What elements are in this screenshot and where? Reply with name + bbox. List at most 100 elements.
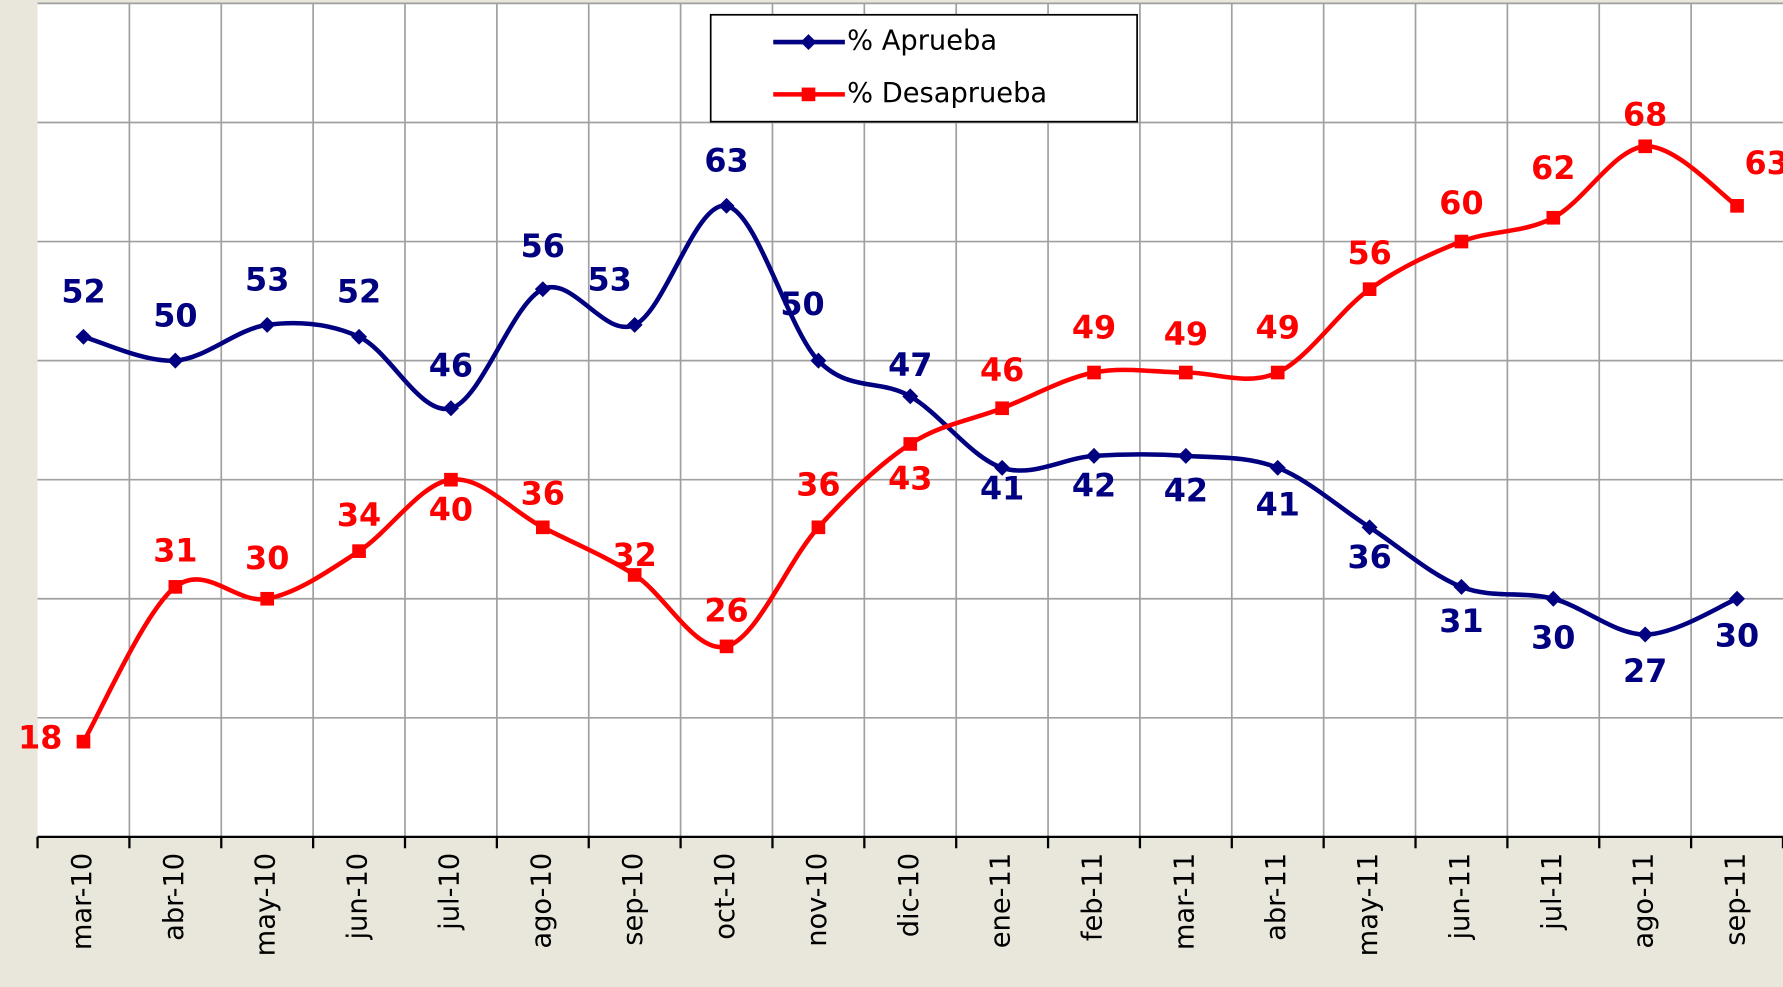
marker-square (627, 568, 642, 582)
data-label: 42 (1072, 467, 1116, 505)
data-label: 46 (980, 351, 1024, 389)
marker-square (801, 87, 816, 102)
marker-diamond (1637, 626, 1654, 643)
marker-diamond (1545, 590, 1562, 607)
marker-square (1546, 210, 1561, 225)
data-label: 30 (245, 539, 289, 577)
marker-diamond (167, 352, 184, 369)
data-label: 60 (1439, 184, 1483, 222)
legend-label: % Desaprueba (847, 78, 1047, 109)
data-label: 41 (980, 470, 1024, 508)
marker-diamond (1361, 519, 1378, 536)
x-tick-label: may-10 (251, 853, 282, 957)
marker-square (903, 437, 918, 451)
data-label: 41 (1256, 485, 1300, 523)
data-label: 49 (1072, 308, 1116, 346)
data-label: 49 (1164, 315, 1208, 353)
marker-square (719, 639, 734, 654)
marker-square (76, 734, 91, 749)
x-tick-label: feb-11 (1077, 853, 1108, 941)
x-tick-label: jun-10 (343, 853, 374, 941)
marker-diamond (718, 197, 735, 214)
marker-square (1087, 365, 1101, 380)
data-label: 63 (1744, 144, 1783, 182)
marker-diamond (442, 400, 459, 417)
marker-square (995, 401, 1009, 416)
x-tick-label: abr-10 (159, 853, 190, 941)
data-label: 40 (429, 491, 473, 529)
x-tick-label: mar-10 (67, 853, 98, 950)
data-label: 53 (245, 261, 289, 299)
data-label: 27 (1623, 652, 1667, 690)
marker-square (1730, 199, 1744, 213)
marker-diamond (1729, 590, 1746, 607)
x-tick-label: nov-10 (802, 853, 833, 947)
data-label: 30 (1715, 616, 1759, 654)
data-label: 52 (337, 273, 381, 311)
data-label: 36 (796, 465, 840, 503)
marker-diamond (1177, 447, 1194, 464)
data-label: 32 (613, 536, 657, 574)
marker-square (352, 544, 366, 558)
data-label: 68 (1623, 96, 1667, 134)
marker-diamond (902, 388, 919, 405)
data-label: 47 (888, 346, 932, 384)
marker-diamond (626, 316, 643, 333)
marker-diamond (1269, 459, 1286, 476)
marker-square (1638, 139, 1653, 154)
x-tick-label: oct-10 (710, 853, 741, 940)
x-tick-label: jul-11 (1537, 853, 1568, 931)
data-label: 50 (780, 285, 824, 323)
x-tick-label: dic-10 (894, 853, 925, 937)
x-tick-label: ene-11 (986, 853, 1017, 948)
x-tick-label: abr-11 (1261, 853, 1292, 941)
data-label: 63 (704, 142, 748, 180)
data-label: 31 (1439, 602, 1483, 640)
marker-square (1270, 365, 1285, 380)
x-tick-label: sep-10 (618, 853, 649, 946)
marker-square (168, 580, 183, 594)
data-label: 26 (704, 591, 748, 629)
data-label: 50 (153, 296, 197, 334)
data-label: 42 (1164, 471, 1208, 509)
data-label: 34 (337, 496, 381, 534)
marker-square (260, 591, 275, 606)
legend-label: % Aprueba (847, 26, 997, 57)
data-label: 52 (61, 273, 105, 311)
series-line (82, 203, 1738, 637)
marker-square (1454, 234, 1469, 249)
plot-area (37, 3, 1783, 837)
marker-square (1179, 365, 1193, 380)
data-label: 56 (1347, 234, 1391, 272)
marker-diamond (1086, 447, 1102, 464)
data-label: 53 (588, 261, 632, 299)
marker-square (811, 520, 826, 535)
x-tick-label: jun-11 (1445, 853, 1476, 941)
legend-box (709, 13, 1138, 123)
data-label: 36 (1347, 538, 1391, 576)
x-tick-label: mar-11 (1169, 853, 1200, 950)
x-tick-label: jul-10 (434, 853, 465, 931)
data-label: 36 (521, 474, 565, 512)
x-tick-label: may-11 (1353, 853, 1384, 957)
data-label: 49 (1256, 308, 1300, 346)
data-label: 46 (429, 346, 473, 384)
data-label: 31 (153, 532, 197, 570)
x-tick-label: ago-10 (526, 853, 557, 949)
marker-diamond (810, 352, 827, 369)
marker-diamond (800, 34, 817, 51)
marker-square (535, 520, 550, 535)
data-label: 30 (1531, 619, 1575, 657)
data-label: 43 (888, 459, 932, 497)
data-label: 56 (521, 227, 565, 265)
marker-square (1362, 282, 1377, 297)
marker-diamond (1453, 578, 1470, 595)
data-label: 18 (18, 718, 62, 756)
x-tick-label: ago-11 (1629, 853, 1660, 949)
x-tick-label: sep-11 (1721, 853, 1752, 946)
marker-diamond (994, 459, 1011, 476)
marker-diamond (75, 328, 92, 345)
data-label: 62 (1531, 149, 1575, 187)
